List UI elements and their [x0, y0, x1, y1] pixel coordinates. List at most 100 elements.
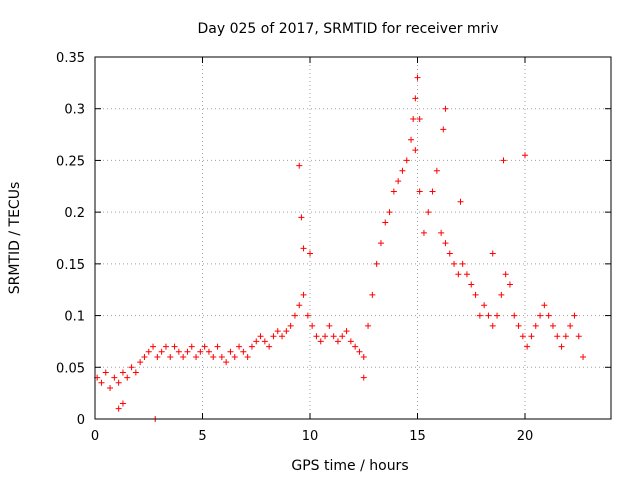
data-point [115, 379, 122, 386]
data-point [360, 353, 367, 360]
data-point [541, 302, 548, 309]
y-tick-label: 0.2 [64, 206, 85, 221]
y-tick-label: 0.1 [64, 310, 85, 325]
data-point [307, 250, 313, 257]
axis-ticks: 0 5 10 15 20 0 0.05 0.1 0.15 0.2 0.25 0.3 0.35 [56, 51, 611, 444]
data-point [291, 312, 298, 319]
data-point [485, 312, 492, 319]
data-point [218, 353, 225, 360]
data-point [317, 338, 324, 345]
data-point [162, 343, 169, 350]
data-point [326, 322, 333, 329]
data-point [347, 338, 354, 345]
data-point [313, 333, 320, 340]
data-point [175, 348, 182, 355]
data-point [519, 333, 526, 340]
data-point [119, 369, 126, 376]
data-point [171, 343, 178, 350]
data-point [298, 214, 305, 221]
data-point [343, 328, 350, 335]
data-point [158, 348, 165, 355]
data-point [382, 219, 389, 226]
data-point [356, 348, 363, 355]
data-point [330, 333, 337, 340]
data-point [451, 260, 458, 267]
data-point [438, 229, 445, 236]
data-point [115, 405, 122, 412]
data-point [266, 343, 273, 350]
data-point [141, 353, 148, 360]
data-point [279, 333, 286, 340]
data-point [571, 312, 578, 319]
data-point [515, 322, 522, 329]
data-point [455, 271, 462, 278]
data-point [119, 400, 126, 407]
data-point [537, 312, 544, 319]
data-point [274, 328, 281, 335]
data-point [429, 188, 436, 195]
data-point [309, 322, 316, 329]
data-point [205, 348, 212, 355]
data-point [102, 369, 109, 376]
data-point [403, 157, 410, 164]
data-point [446, 250, 453, 257]
data-point [210, 353, 217, 360]
data-point [532, 322, 539, 329]
data-point [296, 302, 303, 309]
plot-frame [94, 56, 612, 420]
data-point [498, 291, 505, 298]
data-point [197, 348, 204, 355]
data-point [287, 322, 294, 329]
data-point [261, 338, 268, 345]
data-point [377, 240, 384, 247]
x-tick-label: 20 [517, 429, 534, 444]
y-tick-label: 0.35 [56, 51, 85, 66]
data-point [457, 198, 464, 205]
data-point [416, 116, 423, 123]
x-axis-label: GPS time / hours [291, 458, 408, 474]
data-point [476, 312, 483, 319]
data-point [322, 333, 329, 340]
data-point [459, 260, 466, 267]
data-point [365, 322, 372, 329]
data-point [522, 152, 528, 159]
data-point [223, 359, 230, 366]
data-point [489, 250, 496, 257]
x-tick-label: 15 [409, 429, 426, 444]
data-point [107, 384, 114, 391]
chart-title: Day 025 of 2017, SRMTID for receiver mri… [198, 21, 499, 37]
data-point [433, 167, 440, 174]
data-point [468, 281, 475, 288]
y-tick-label: 0.3 [64, 103, 85, 118]
data-point [558, 343, 565, 350]
data-point [463, 271, 470, 278]
data-point [414, 74, 421, 81]
data-point [360, 374, 367, 381]
data-point [386, 209, 393, 216]
data-point [180, 353, 187, 360]
data-point [98, 379, 105, 386]
data-point [369, 291, 376, 298]
data-point [575, 333, 582, 340]
data-points [94, 74, 587, 422]
data-point [236, 343, 243, 350]
data-point [304, 312, 311, 319]
x-tick-label: 10 [302, 429, 319, 444]
data-point [410, 116, 417, 123]
data-point [132, 369, 139, 376]
data-point [524, 343, 531, 350]
data-point [248, 343, 255, 350]
grid-lines [95, 57, 611, 419]
data-point [442, 105, 449, 112]
data-point [580, 353, 587, 360]
data-point [416, 188, 423, 195]
data-point [300, 245, 307, 252]
data-point [300, 291, 307, 298]
data-point [511, 312, 518, 319]
data-point [489, 322, 496, 329]
data-point [395, 178, 402, 185]
data-point [145, 348, 152, 355]
data-point [494, 312, 501, 319]
data-point [420, 229, 427, 236]
data-point [352, 343, 359, 350]
